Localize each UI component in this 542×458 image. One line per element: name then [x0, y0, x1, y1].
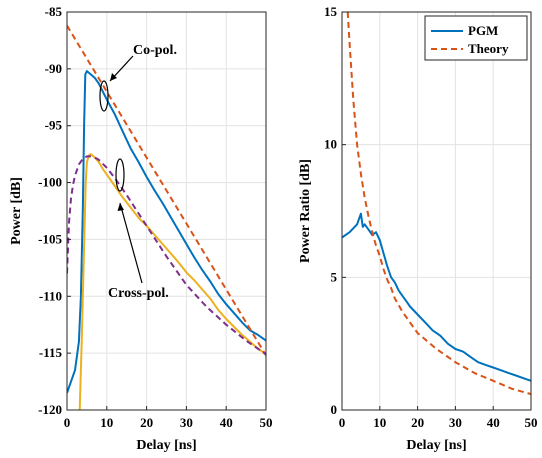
co-pol-ellipse [99, 80, 109, 112]
plot-area [342, 12, 531, 410]
legend: PGM Theory [424, 15, 528, 61]
x-tick-label: 50 [525, 415, 538, 430]
x-tick-label: 30 [449, 415, 462, 430]
x-axis-label: Delay [ns] [406, 438, 466, 453]
y-tick-label: 10 [324, 137, 337, 152]
x-tick-label: 20 [411, 415, 424, 430]
axes-box [341, 11, 532, 411]
x-tick-label: 0 [339, 415, 346, 430]
y-axis-label: Power Ratio [dB] [298, 159, 313, 263]
cross-pol-arrow [119, 202, 143, 284]
y-tick-label: -100 [38, 175, 62, 190]
cross-pol-arrowhead [117, 203, 124, 211]
series-line-1 [78, 153, 266, 410]
series-line-3 [67, 155, 266, 356]
series-line-0 [67, 70, 266, 394]
x-tick-label: 40 [220, 415, 233, 430]
y-tick-label: 15 [324, 4, 338, 19]
co-pol-label: Co-pol. [133, 43, 177, 58]
y-tick-label: -115 [39, 345, 63, 360]
x-tick-label: 10 [373, 415, 386, 430]
y-tick-label: 5 [331, 269, 338, 284]
series-line-2 [67, 25, 266, 356]
series-group [67, 25, 266, 410]
co-pol-arrowhead [110, 73, 117, 81]
y-axis-label: Power [dB] [9, 177, 24, 245]
power-plot: 0 10 20 30 40 50 -120 -115 -110 -105 -100 -95 -90 -85… [9, 4, 273, 453]
x-tick-label: 0 [64, 415, 71, 430]
series-line-0 [342, 212, 531, 382]
y-tick-label: 0 [331, 402, 338, 417]
x-tick-label: 30 [180, 415, 193, 430]
y-tick-label: -110 [39, 288, 62, 303]
y-tick-label: -85 [45, 4, 63, 19]
cross-pol-label: Cross-pol. [108, 286, 169, 301]
series-line-1 [346, 12, 531, 396]
series-group [342, 12, 531, 396]
x-axis-label: Delay [ns] [136, 438, 196, 453]
legend-entry-label: Theory [468, 41, 509, 56]
y-tick-label: -95 [45, 118, 63, 133]
annotations: Co-pol. Cross-pol. [99, 43, 177, 301]
legend-box [424, 15, 528, 61]
legend-entry-label: PGM [468, 23, 498, 38]
y-tick-label: -90 [45, 61, 62, 76]
y-tick-label: -120 [38, 402, 62, 417]
x-tick-label: 40 [487, 415, 500, 430]
cross-pol-ellipse [115, 158, 125, 192]
x-tick-label: 10 [100, 415, 113, 430]
x-tick-label: 20 [140, 415, 153, 430]
axes-box [66, 11, 267, 411]
grid [66, 11, 267, 411]
power-ratio-plot: 0 10 20 30 40 50 0 5 10 15 Delay [ns] Power Ratio [… [298, 4, 538, 453]
x-tick-label: 50 [260, 415, 273, 430]
y-tick-label: -105 [38, 231, 62, 246]
